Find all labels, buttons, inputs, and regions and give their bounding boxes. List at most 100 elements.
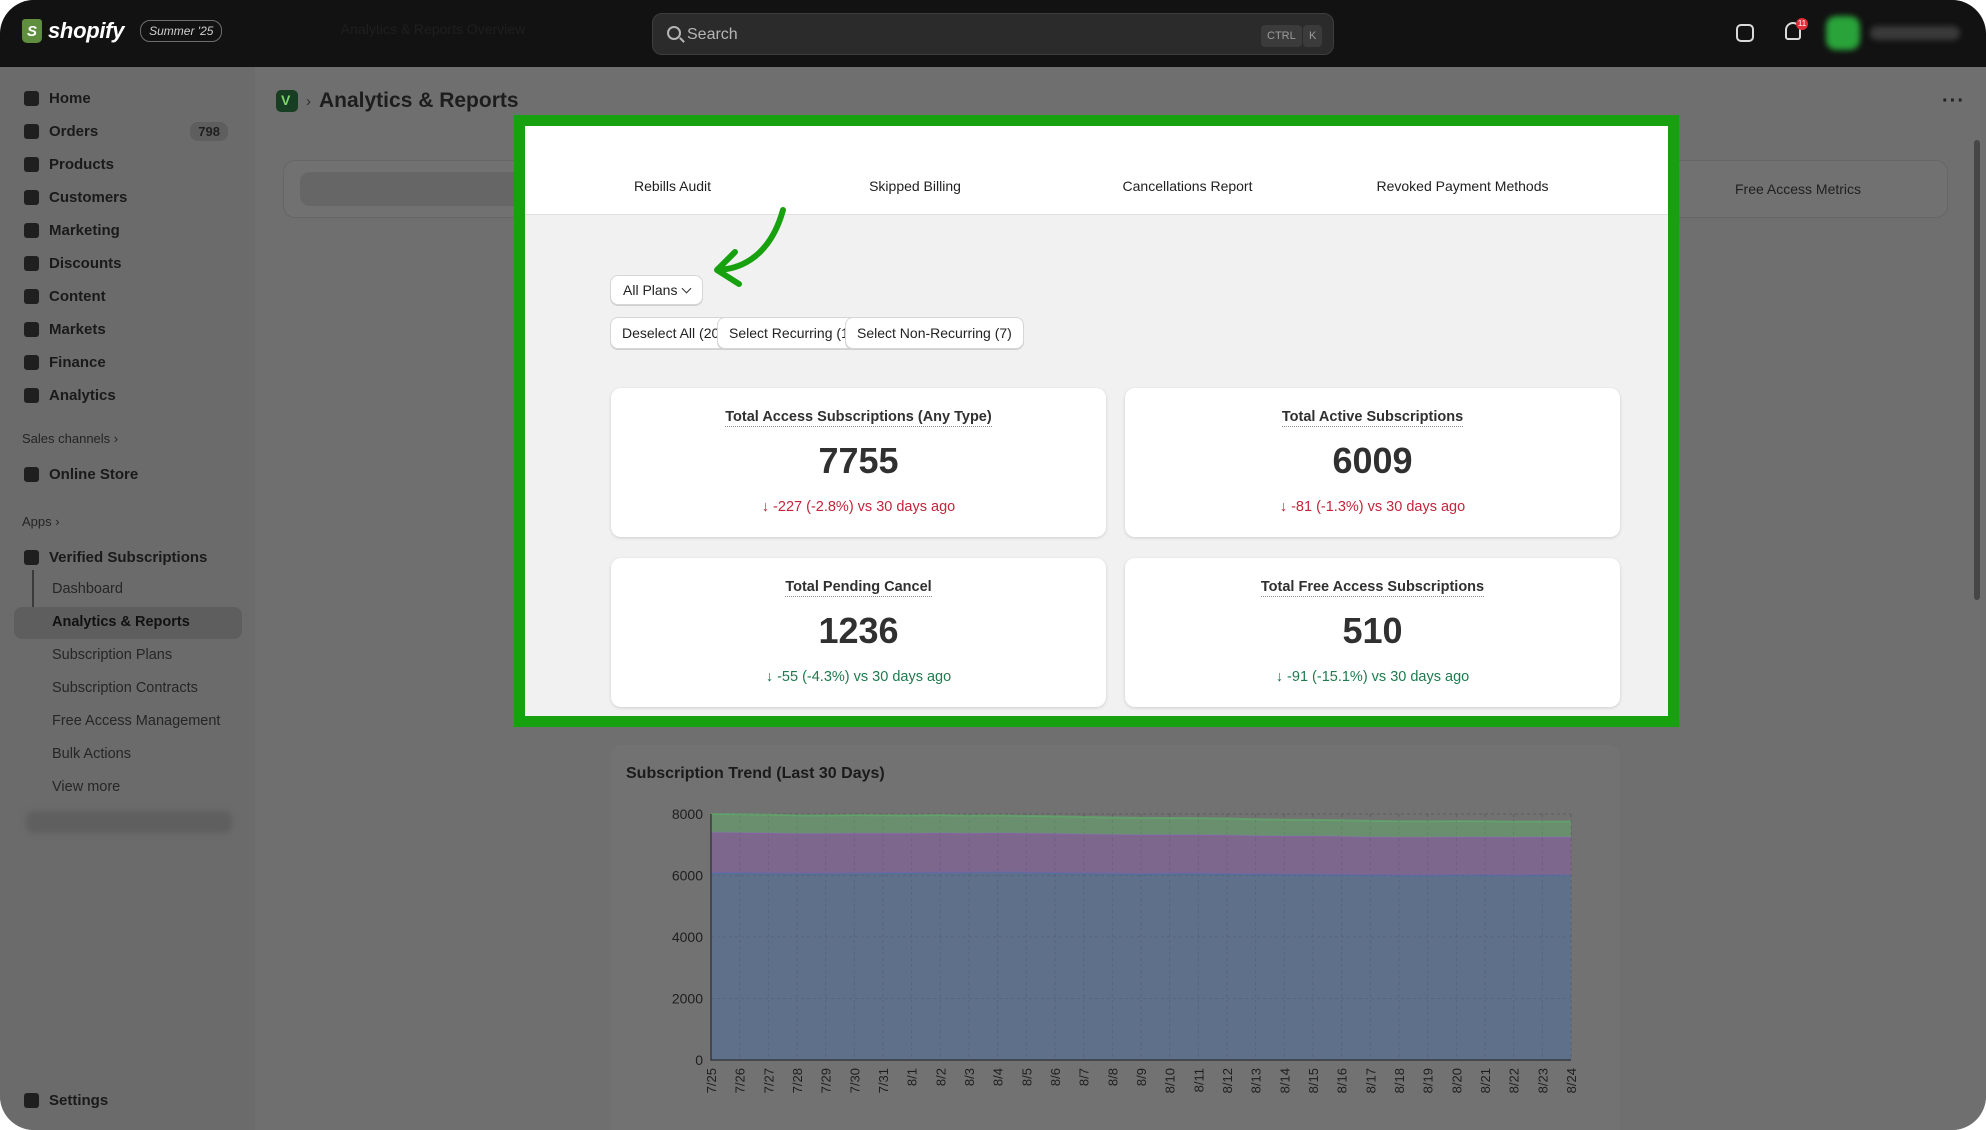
sidebar-item-label: Orders xyxy=(49,122,99,140)
chevron-right-icon: › xyxy=(55,514,60,529)
x-tick-label: 8/13 xyxy=(1249,1068,1264,1093)
tag-icon xyxy=(24,156,39,172)
sales-channels-heading[interactable]: Sales channels › xyxy=(22,431,118,446)
sidebar-item-marketing[interactable]: Marketing xyxy=(24,217,246,243)
x-tick-label: 8/14 xyxy=(1277,1068,1292,1093)
app-icon[interactable] xyxy=(276,90,298,112)
metric-label: Total Access Subscriptions (Any Type) xyxy=(611,409,1106,427)
metric-label: Total Free Access Subscriptions xyxy=(1125,579,1620,597)
sidebar-item-analytics[interactable]: Analytics xyxy=(24,382,246,408)
tab-overview[interactable]: Analytics & Reports Overview xyxy=(340,21,526,37)
shortcut-ctrl: CTRL xyxy=(1261,25,1302,47)
sidebar-item-label: Settings xyxy=(49,1091,109,1109)
metric-delta: ↓ -81 (-1.3%) vs 30 days ago xyxy=(1279,499,1466,515)
tab-revoked-payment-methods[interactable]: Revoked Payment Methods xyxy=(1376,178,1549,194)
sidebar-subitem-view-more[interactable]: View more xyxy=(52,779,121,795)
sidebar-item-discounts[interactable]: Discounts xyxy=(24,250,246,276)
metric-delta: ↓ -55 (-4.3%) vs 30 days ago xyxy=(765,669,952,685)
page-title: Analytics & Reports xyxy=(319,89,519,112)
search-icon xyxy=(667,26,681,40)
breadcrumb: › Analytics & Reports xyxy=(276,89,519,113)
sidebar-item-verified-subscriptions[interactable]: Verified Subscriptions xyxy=(24,544,207,570)
globe-icon xyxy=(24,321,39,337)
area-series-1 xyxy=(711,832,1571,876)
chart-axes xyxy=(710,814,1571,1061)
scrollbar[interactable] xyxy=(1974,140,1980,600)
sidebar-item-finance[interactable]: Finance xyxy=(24,349,246,375)
x-tick-label: 8/6 xyxy=(1048,1068,1063,1086)
tab-cancellations-report[interactable]: Cancellations Report xyxy=(1122,178,1253,194)
sidebar-subitem-bulk-actions[interactable]: Bulk Actions xyxy=(52,746,131,762)
y-tick-label: 4000 xyxy=(672,929,703,945)
x-tick-label: 8/19 xyxy=(1421,1068,1436,1093)
sidebar-item-settings[interactable]: Settings xyxy=(24,1087,108,1113)
sidebar-item-content[interactable]: Content xyxy=(24,283,246,309)
sidebar-item-markets[interactable]: Markets xyxy=(24,316,246,342)
sidebar-subitem-free-access-management[interactable]: Free Access Management xyxy=(52,713,221,729)
notification-count: 11 xyxy=(1796,18,1808,30)
tab-free-access-metrics[interactable]: Free Access Metrics xyxy=(1734,181,1862,197)
avatar[interactable] xyxy=(1826,16,1860,50)
sidebar-subitem-analytics-reports[interactable]: Analytics & Reports xyxy=(52,614,190,630)
x-tick-label: 8/2 xyxy=(933,1068,948,1086)
sidebar-item-label: Customers xyxy=(49,188,128,206)
sidebar-item-orders[interactable]: Orders 798 xyxy=(24,118,246,144)
tab-skipped-billing[interactable]: Skipped Billing xyxy=(869,178,961,194)
x-tick-label: 8/5 xyxy=(1019,1068,1034,1086)
sidebar-item-online-store[interactable]: Online Store xyxy=(24,461,138,487)
metric-label-text[interactable]: Total Pending Cancel xyxy=(785,579,932,597)
account-name-redacted[interactable] xyxy=(1870,26,1960,40)
x-tick-label: 8/1 xyxy=(905,1068,920,1086)
metric-label: Total Pending Cancel xyxy=(611,579,1106,597)
plans-dropdown[interactable]: All Plans xyxy=(610,275,704,305)
x-tick-label: 8/15 xyxy=(1306,1068,1321,1093)
sidebar-item-home[interactable]: Home xyxy=(24,85,246,111)
bar-chart-icon xyxy=(24,387,39,403)
sidebar-item-products[interactable]: Products xyxy=(24,151,246,177)
x-tick-label: 7/30 xyxy=(847,1068,862,1093)
apps-heading[interactable]: Apps › xyxy=(22,514,60,529)
tab-overview-clip[interactable] xyxy=(525,157,555,215)
discount-icon xyxy=(24,255,39,271)
x-tick-label: 7/26 xyxy=(733,1068,748,1093)
metric-delta: ↓ -227 (-2.8%) vs 30 days ago xyxy=(761,499,956,515)
metric-label-text[interactable]: Total Free Access Subscriptions xyxy=(1260,579,1485,597)
chevron-right-icon: › xyxy=(113,431,119,446)
sidebar-subitem-dashboard[interactable]: Dashboard xyxy=(52,581,123,597)
sidebar-item-label: Content xyxy=(49,287,106,305)
metric-label-text[interactable]: Total Active Subscriptions xyxy=(1281,409,1464,427)
x-tick-label: 8/18 xyxy=(1392,1068,1407,1093)
x-tick-label: 7/27 xyxy=(761,1068,776,1093)
bell-icon[interactable] xyxy=(1785,22,1801,40)
highlight-box: Rebills Audit Skipped Billing Cancellati… xyxy=(514,115,1679,727)
sidebar-item-label: Analytics xyxy=(49,386,116,404)
sidebar-item-label: Marketing xyxy=(49,221,120,239)
metric-label: Total Active Subscriptions xyxy=(1125,409,1620,427)
apps-label: Apps xyxy=(22,514,52,529)
x-tick-label: 8/22 xyxy=(1507,1068,1522,1093)
x-tick-label: 8/11 xyxy=(1191,1068,1206,1092)
search-bar[interactable]: Search CTRL K xyxy=(652,13,1334,55)
search-placeholder: Search xyxy=(687,26,738,43)
sidebar-item-customers[interactable]: Customers xyxy=(24,184,246,210)
series-line-0 xyxy=(711,871,1572,877)
store-icon[interactable] xyxy=(1736,24,1754,42)
deselect-all-button[interactable]: Deselect All (20) xyxy=(610,317,736,349)
orders-count-badge: 798 xyxy=(190,121,228,141)
plans-dropdown-label: All Plans xyxy=(623,282,678,298)
select-non-recurring-button[interactable]: Select Non-Recurring (7) xyxy=(845,317,1024,349)
sidebar-item-label: Products xyxy=(49,155,115,173)
x-tick-label: 8/8 xyxy=(1105,1068,1120,1086)
metric-value: 7755 xyxy=(818,440,899,481)
tree-connector xyxy=(32,570,34,622)
bank-icon xyxy=(24,354,39,370)
y-tick-label: 0 xyxy=(695,1052,703,1068)
person-icon xyxy=(24,189,39,205)
sidebar-subitem-subscription-contracts[interactable]: Subscription Contracts xyxy=(52,680,198,696)
metric-label-text[interactable]: Total Access Subscriptions (Any Type) xyxy=(725,409,992,427)
shopify-logo[interactable]: shopify Summer '25 xyxy=(22,18,223,44)
tab-rebills-audit[interactable]: Rebills Audit xyxy=(633,178,712,194)
y-tick-label: 6000 xyxy=(672,868,703,884)
sidebar-subitem-subscription-plans[interactable]: Subscription Plans xyxy=(52,647,173,663)
more-actions-icon[interactable]: ··· xyxy=(1942,90,1965,112)
